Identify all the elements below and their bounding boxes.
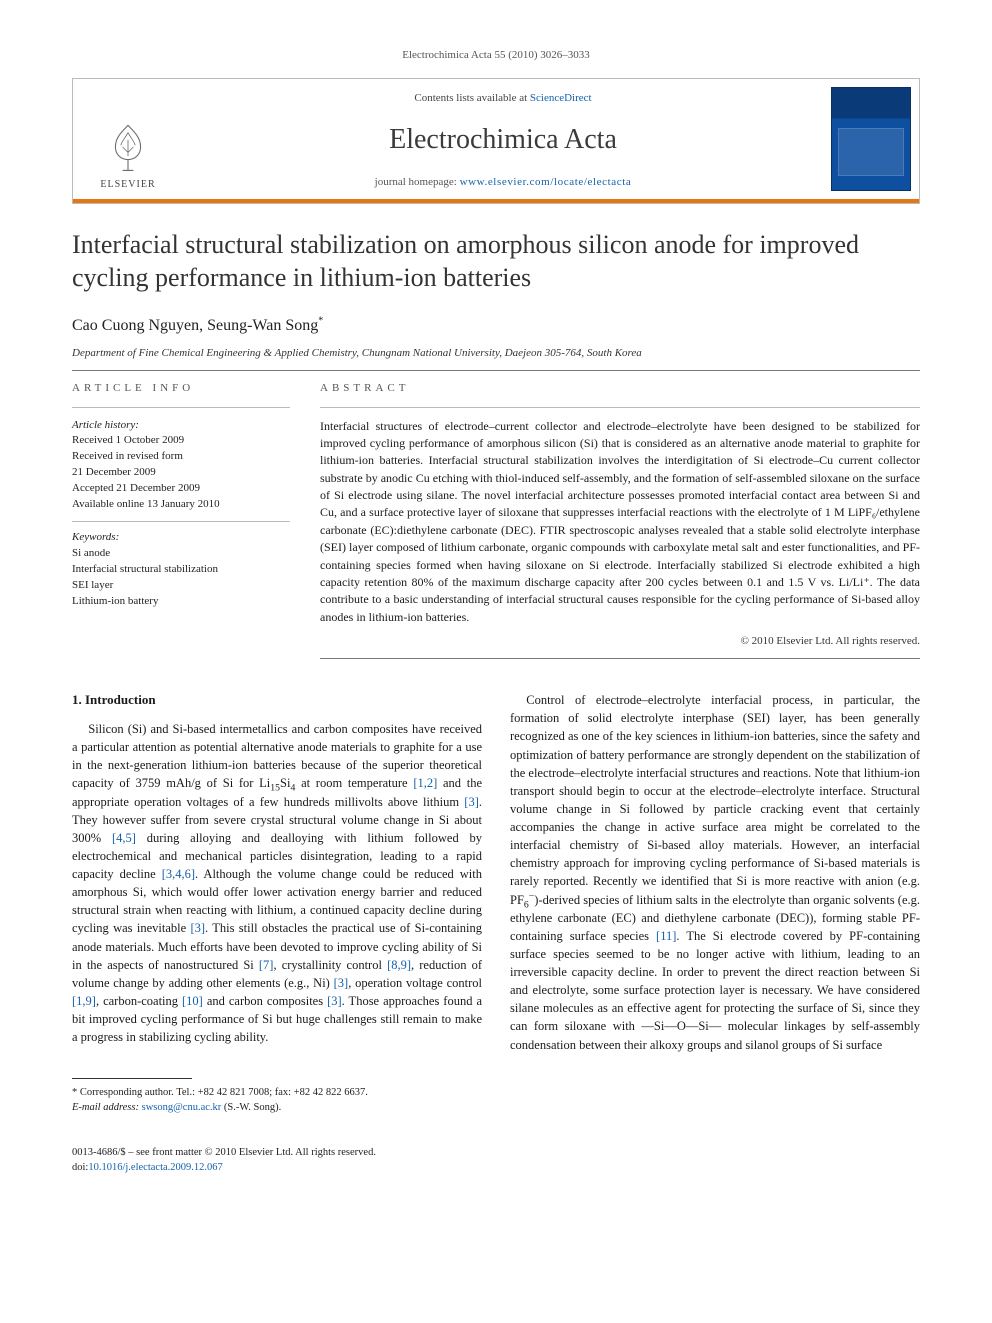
ref-1-9[interactable]: [1,9] bbox=[72, 994, 96, 1008]
corresponding-marker: * bbox=[318, 316, 323, 327]
ref-3c[interactable]: [3] bbox=[334, 976, 349, 990]
journal-cover-thumb bbox=[823, 79, 919, 199]
abstract-text: Interfacial structures of electrode–curr… bbox=[320, 418, 920, 627]
keyword-3: SEI layer bbox=[72, 578, 290, 594]
contents-available-line: Contents lists available at ScienceDirec… bbox=[191, 91, 815, 107]
abstract-rule bbox=[320, 407, 920, 408]
affiliation: Department of Fine Chemical Engineering … bbox=[72, 346, 920, 362]
journal-homepage-line: journal homepage: www.elsevier.com/locat… bbox=[191, 175, 815, 191]
history-accepted: Accepted 21 December 2009 bbox=[72, 481, 290, 497]
ref-8-9[interactable]: [8,9] bbox=[387, 958, 411, 972]
running-head: Electrochimica Acta 55 (2010) 3026–3033 bbox=[72, 48, 920, 64]
p1-j: , operation voltage control bbox=[348, 976, 482, 990]
history-received: Received 1 October 2009 bbox=[72, 433, 290, 449]
section-1-title: 1. Introduction bbox=[72, 691, 482, 710]
copyright-line: © 2010 Elsevier Ltd. All rights reserved… bbox=[320, 634, 920, 650]
p1-h: , crystallinity control bbox=[273, 958, 387, 972]
authors-text: Cao Cuong Nguyen, Seung-Wan Song bbox=[72, 317, 318, 334]
corresponding-author-note: * Corresponding author. Tel.: +82 42 821… bbox=[72, 1085, 920, 1100]
article-title: Interfacial structural stabilization on … bbox=[72, 228, 920, 295]
ref-1-2[interactable]: [1,2] bbox=[413, 776, 437, 790]
keyword-4: Lithium-ion battery bbox=[72, 594, 290, 610]
contents-prefix: Contents lists available at bbox=[414, 92, 529, 104]
email-line: E-mail address: swsong@cnu.ac.kr (S.-W. … bbox=[72, 1100, 920, 1115]
ref-3b[interactable]: [3] bbox=[190, 921, 205, 935]
front-matter-line: 0013-4686/$ – see front matter © 2010 El… bbox=[72, 1145, 376, 1160]
p1-k: , carbon-coating bbox=[96, 994, 182, 1008]
corresponding-email-link[interactable]: swsong@cnu.ac.kr bbox=[142, 1102, 222, 1113]
intro-paragraph-1: Silicon (Si) and Si-based intermetallics… bbox=[72, 720, 482, 1046]
sub-15: 15 bbox=[270, 783, 280, 794]
abstract-heading: ABSTRACT bbox=[320, 381, 920, 397]
history-revised-a: Received in revised form bbox=[72, 449, 290, 465]
ref-4-5[interactable]: [4,5] bbox=[112, 831, 136, 845]
body-columns: 1. Introduction Silicon (Si) and Si-base… bbox=[72, 691, 920, 1054]
p2-c: . The Si electrode covered by PF-contain… bbox=[510, 929, 920, 1052]
journal-masthead: ELSEVIER Contents lists available at Sci… bbox=[72, 78, 920, 204]
ref-3a[interactable]: [3] bbox=[464, 795, 479, 809]
ref-3d[interactable]: [3] bbox=[327, 994, 342, 1008]
article-history: Article history: Received 1 October 2009… bbox=[72, 418, 290, 610]
journal-name: Electrochimica Acta bbox=[191, 120, 815, 161]
ref-10[interactable]: [10] bbox=[182, 994, 203, 1008]
p2-a: Control of electrode–electrolyte interfa… bbox=[510, 693, 920, 906]
author-list: Cao Cuong Nguyen, Seung-Wan Song* bbox=[72, 314, 920, 337]
doi-label: doi: bbox=[72, 1162, 88, 1173]
doi-line: doi:10.1016/j.electacta.2009.12.067 bbox=[72, 1160, 376, 1175]
article-info-heading: ARTICLE INFO bbox=[72, 381, 290, 397]
publisher-logo: ELSEVIER bbox=[73, 79, 183, 199]
keywords-label: Keywords: bbox=[72, 530, 290, 546]
cover-image-icon bbox=[831, 87, 911, 191]
ref-7[interactable]: [7] bbox=[259, 958, 274, 972]
footnote-separator bbox=[72, 1078, 192, 1079]
p1-l: and carbon composites bbox=[203, 994, 327, 1008]
homepage-prefix: journal homepage: bbox=[375, 176, 460, 188]
email-label: E-mail address: bbox=[72, 1102, 142, 1113]
email-tail: (S.-W. Song). bbox=[221, 1102, 281, 1113]
intro-paragraph-2: Control of electrode–electrolyte interfa… bbox=[510, 691, 920, 1054]
sciencedirect-link[interactable]: ScienceDirect bbox=[530, 92, 592, 104]
history-online: Available online 13 January 2010 bbox=[72, 497, 290, 513]
ref-3-4-6[interactable]: [3,4,6] bbox=[162, 867, 195, 881]
footnotes: * Corresponding author. Tel.: +82 42 821… bbox=[72, 1085, 920, 1115]
rule-above-info bbox=[72, 370, 920, 371]
page-footer: 0013-4686/$ – see front matter © 2010 El… bbox=[72, 1145, 920, 1175]
keyword-2: Interfacial structural stabilization bbox=[72, 562, 290, 578]
elsevier-tree-icon bbox=[101, 120, 155, 174]
orange-rule bbox=[73, 199, 919, 203]
history-label: Article history: bbox=[72, 418, 290, 434]
p1-b: at room temperature bbox=[295, 776, 413, 790]
ref-11[interactable]: [11] bbox=[656, 929, 676, 943]
rule-below-abstract bbox=[320, 658, 920, 659]
doi-link[interactable]: 10.1016/j.electacta.2009.12.067 bbox=[88, 1162, 222, 1173]
history-revised-b: 21 December 2009 bbox=[72, 465, 290, 481]
publisher-label: ELSEVIER bbox=[100, 178, 155, 193]
info-rule bbox=[72, 407, 290, 408]
journal-homepage-link[interactable]: www.elsevier.com/locate/electacta bbox=[460, 176, 632, 188]
keyword-1: Si anode bbox=[72, 546, 290, 562]
